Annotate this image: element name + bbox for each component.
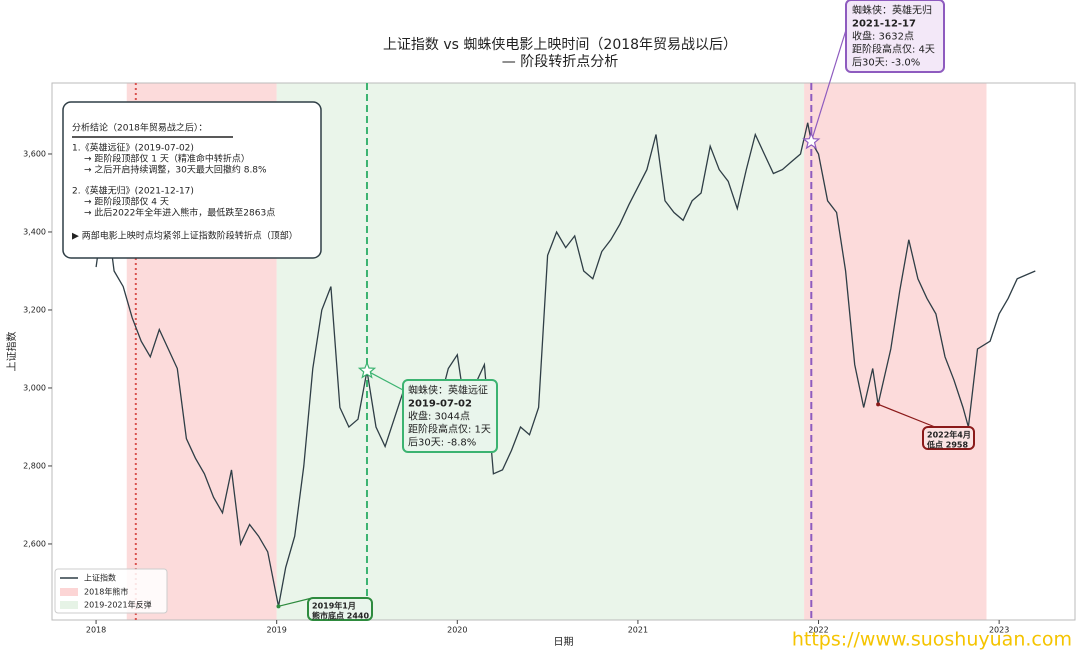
annotation-arrow [366,370,404,391]
legend-swatch [60,588,78,596]
watermark: https://www.suoshuyuan.com [792,629,1072,651]
analysis-text: → 此后2022年全年进入熊市，最低跌至2863点 [84,207,275,219]
annotation-text: 2019-07-02 [408,398,472,409]
annotation-text: 距阶段高点仅: 1天 [408,422,491,435]
y-tick-label: 2,600 [23,539,46,548]
annotation-arrow [810,29,847,142]
legend-label: 2019-2021年反弹 [84,600,152,610]
analysis-text: → 之后开启持续调整，30天最大回撤约 8.8% [84,164,267,176]
x-tick-label: 2018 [86,626,106,635]
annotation-box [307,597,373,621]
x-tick-label: 2020 [447,626,467,635]
x-tick-label: 2019 [267,626,287,635]
analysis-text: 分析结论（2018年贸易战之后）： [72,122,207,134]
annotation-text: 低点 2958 [926,440,968,450]
y-tick-label: 2,800 [23,461,46,470]
y-tick-label: 3,200 [23,305,46,314]
chart-title: 上证指数 vs 蜘蛛侠电影上映时间（2018年贸易战以后） [383,37,737,53]
annotation-text: 熊市底点 2440 [312,611,369,621]
analysis-text: 2.《英雄无归》(2021-12-17) [72,185,194,197]
annotation-text: 收盘: 3632点 [852,29,914,42]
analysis-text: → 距阶段顶部仅 1 天（精准命中转折点） [84,153,250,165]
annotation-text: 2022年4月 [927,430,971,440]
legend-label: 上证指数 [84,573,116,583]
y-tick-label: 3,600 [23,149,46,158]
annotation-text: 收盘: 3044点 [408,409,470,422]
annotation-box [402,379,498,453]
annotation-text: 蜘蛛侠：英雄远征 [408,383,488,396]
annotation-text: 距阶段高点仅: 4天 [852,42,935,55]
analysis-text: 1.《英雄远征》(2019-07-02) [72,142,194,154]
arrow-head [876,402,881,407]
y-axis-label: 上证指数 [5,332,18,372]
x-tick-label: 2022 [808,626,828,635]
annotation-text: 蜘蛛侠：英雄无归 [852,3,932,16]
analysis-box: 分析结论（2018年贸易战之后）：1.《英雄远征》(2019-07-02)→ 距… [62,101,322,259]
legend: 上证指数 2018年熊市 2019-2021年反弹 [54,568,168,614]
annotation-box [845,0,945,73]
annotation-box [922,426,975,450]
chart-subtitle: — 阶段转折点分析 [502,54,618,70]
analysis-text: ▶ 两部电影上映时点均紧邻上证指数阶段转折点（顶部） [72,230,298,242]
annotation-arrow [877,403,936,428]
y-tick-label: 3,400 [23,227,46,236]
x-tick-label: 2021 [628,626,648,635]
series-line [95,122,1036,607]
y-tick-label: 3,000 [23,383,46,392]
event-star [802,131,821,150]
analysis-text: → 距阶段顶部仅 4 天 [84,196,169,208]
region [276,83,805,620]
plot-frame [51,82,1076,621]
legend-frame [54,568,168,614]
annotation-text: 2019年1月 [312,601,356,611]
analysis-frame [62,101,322,259]
legend-swatch [60,601,78,609]
annotation-text: 2021-12-17 [852,18,916,29]
region [804,83,987,620]
event-star [357,361,377,379]
annotation-text: 后30天: -8.8% [408,436,476,448]
x-axis-label: 日期 [554,636,574,648]
x-tick-label: 2023 [989,626,1009,635]
arrow-head [276,604,281,609]
annotation-text: 后30天: -3.0% [852,56,920,68]
annotation-arrow [278,597,313,607]
legend-label: 2018年熊市 [84,587,128,597]
